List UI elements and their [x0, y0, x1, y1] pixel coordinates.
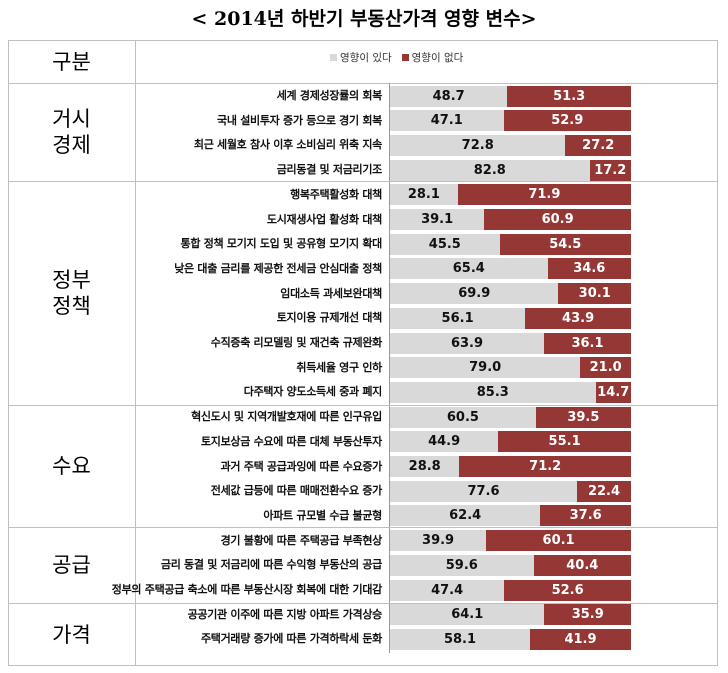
row-label: 아파트 규모별 수급 불균형: [263, 508, 382, 522]
bar-yes: 45.5: [390, 233, 500, 255]
bar-no: 55.1: [498, 431, 631, 453]
row-label: 세계 경제성장률의 회복: [276, 89, 383, 102]
bar-yes: 58.1: [390, 628, 531, 650]
legend-label-yes: 영향이 있다: [340, 52, 392, 64]
bar-yes: 60.5: [390, 406, 536, 428]
bar-no: 22.4: [577, 480, 631, 502]
bar-yes: 59.6: [390, 554, 534, 576]
row-label: 임대소득 과세보완대책: [280, 286, 382, 300]
row-label: 혁신도시 및 지역개발호재에 따른 인구유입: [191, 410, 382, 424]
row-label: 도시재생사업 활성화 대책: [266, 212, 382, 226]
bar-yes: 39.1: [390, 209, 485, 230]
legend-item-no: 영향이 없다: [401, 50, 464, 65]
header-divider: [8, 83, 718, 84]
row-label: 과거 주택 공급과잉에 따른 수요증가: [220, 459, 383, 473]
row-label: 다주택자 양도소득세 중과 폐지: [243, 385, 383, 399]
column-divider: [135, 40, 136, 666]
row-label: 토지보상금 수요에 따른 대체 부동산투자: [200, 434, 382, 448]
bar-no: 71.2: [459, 456, 631, 477]
bar-no: 41.9: [530, 628, 631, 650]
category-label: 공급: [52, 553, 91, 577]
bar-no: 39.5: [535, 406, 631, 428]
category-label: 수요: [52, 454, 91, 478]
legend-item-yes: 영향이 있다: [330, 50, 392, 65]
category-header: 구분: [52, 49, 91, 74]
row-label: 국내 설비투자 증가 등으로 경기 회복: [217, 113, 382, 127]
row-label: 경기 불황에 따른 주택공급 부족현상: [220, 533, 383, 547]
category-label: 정부 정책: [52, 268, 91, 318]
bar-no: 54.5: [499, 233, 631, 255]
bar-no: 60.9: [484, 209, 631, 230]
bar-no: 52.6: [504, 579, 631, 601]
row-label: 주택거래량 증가에 따른 가격하락세 둔화: [200, 632, 382, 646]
bar-yes: 56.1: [390, 307, 526, 329]
bar-yes: 65.4: [390, 258, 548, 280]
bar-yes: 82.8: [390, 159, 590, 181]
category-label: 가격: [52, 622, 91, 647]
group-divider: [8, 181, 718, 182]
bar-yes: 44.9: [390, 431, 499, 453]
bar-yes: 28.8: [390, 456, 460, 477]
category-axis: [389, 83, 390, 653]
row-label: 전세값 급등에 따른 매매전환수요 증가: [210, 484, 383, 498]
bar-yes: 72.8: [390, 134, 566, 156]
row-label: 금리동결 및 저금리기조: [276, 163, 383, 177]
legend-swatch-no: [401, 54, 409, 61]
bar-no: 34.6: [547, 258, 631, 280]
row-label: 최근 세월호 참사 이후 소비심리 위축 지속: [193, 138, 382, 152]
bar-no: 21.0: [580, 357, 631, 379]
bar-no: 14.7: [595, 381, 631, 403]
group-divider: [8, 527, 718, 528]
bar-no: 35.9: [544, 604, 631, 626]
bar-no: 30.1: [558, 283, 631, 305]
bar-no: 36.1: [543, 332, 631, 354]
bar-yes: 77.6: [390, 480, 578, 502]
bar-no: 71.9: [457, 184, 631, 206]
row-label: 금리 동결 및 저금리에 따른 수익형 부동산의 공급: [160, 558, 382, 572]
bar-yes: 64.1: [390, 604, 545, 626]
bar-no: 40.4: [533, 554, 631, 576]
row-label: 낮은 대출 금리를 제공한 전세금 안심대출 정책: [174, 261, 382, 275]
bar-yes: 79.0: [390, 357, 581, 379]
bar-yes: 47.1: [390, 110, 504, 132]
table-frame: [8, 40, 718, 666]
bar-no: 43.9: [525, 307, 631, 329]
bar-no: 60.1: [486, 530, 631, 552]
bar-yes: 85.3: [390, 381, 596, 403]
bar-yes: 47.4: [390, 579, 505, 601]
category-label: 거시 경제: [52, 107, 91, 157]
bar-yes: 63.9: [390, 332, 544, 354]
group-divider: [8, 603, 718, 604]
bar-no: 51.3: [507, 85, 631, 107]
bar-no: 17.2: [589, 159, 631, 181]
row-label: 수직증축 리모델링 및 재건축 규제완화: [210, 336, 383, 349]
legend-swatch-yes: [330, 54, 337, 61]
bar-yes: 48.7: [390, 85, 508, 107]
bar-no: 37.6: [540, 505, 631, 527]
group-divider: [8, 405, 718, 406]
bar-yes: 28.1: [390, 184, 458, 206]
row-label: 정부의 주택공급 축소에 따른 부동산시장 회복에 대한 기대감: [111, 583, 383, 596]
row-label: 행복주택활성화 대책: [290, 187, 382, 201]
bar-yes: 62.4: [390, 505, 541, 527]
bar-yes: 39.9: [390, 530, 487, 552]
bar-no: 27.2: [565, 134, 631, 156]
row-label: 통합 정책 모기지 도입 및 공유형 모기지 확대: [180, 237, 383, 251]
legend-label-no: 영향이 없다: [411, 52, 464, 64]
row-label: 취득세율 영구 인하: [296, 360, 382, 374]
bar-yes: 69.9: [390, 283, 559, 305]
chart-title: < 2014년 하반기 부동산가격 영향 변수>: [191, 8, 537, 30]
row-label: 토지이용 규제개선 대책: [276, 311, 383, 325]
row-label: 공공기관 이주에 따른 지방 아파트 가격상승: [187, 607, 383, 621]
legend: 영향이 있다 영향이 없다: [330, 50, 463, 65]
bar-no: 52.9: [503, 110, 631, 132]
